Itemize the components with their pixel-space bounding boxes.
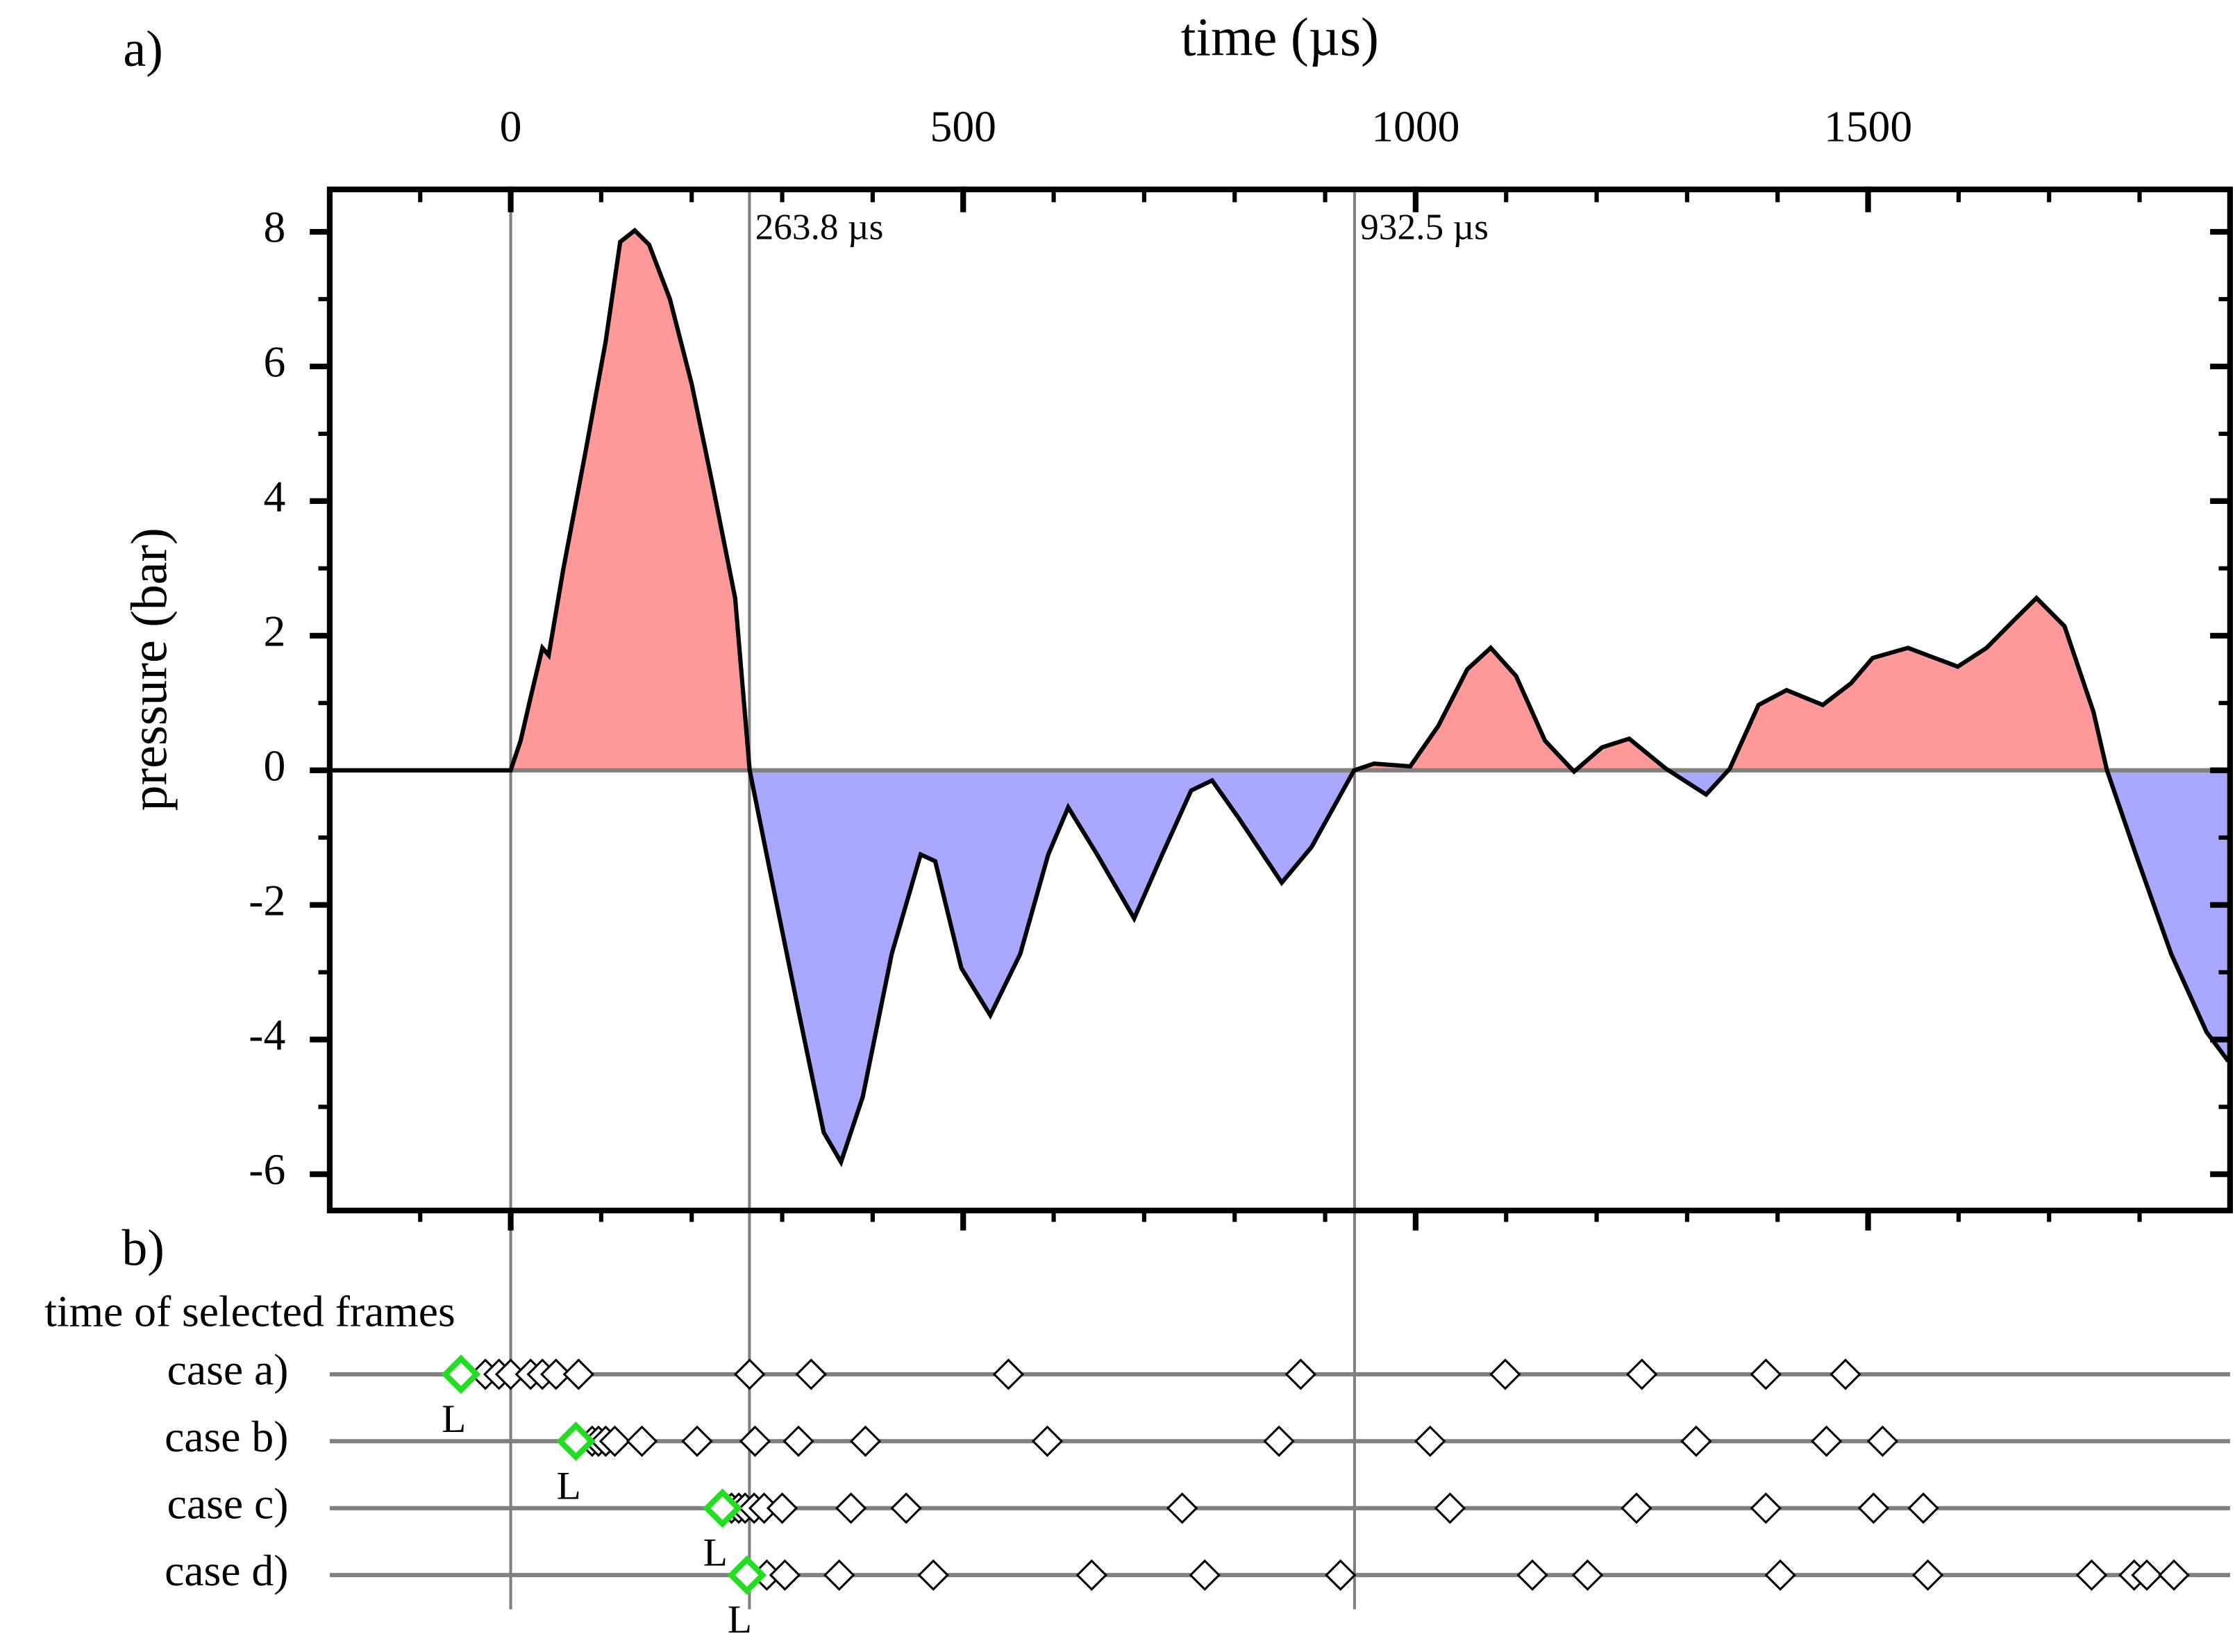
y-tick-label: 2 <box>263 606 285 655</box>
marker-label: 263.8 µs <box>755 206 884 248</box>
laser-marker <box>727 1555 767 1595</box>
laser-label: L <box>557 1464 581 1508</box>
y-tick-label: -4 <box>249 1010 285 1059</box>
frame-marker <box>1830 1358 1861 1390</box>
frame-marker <box>1626 1358 1658 1390</box>
frame-marker <box>1031 1425 1064 1458</box>
laser-marker <box>556 1421 596 1461</box>
frame-marker <box>1857 1492 1890 1524</box>
y-tick-label: 0 <box>263 741 285 790</box>
frame-marker <box>1571 1559 1604 1591</box>
frame-marker <box>1810 1425 1843 1458</box>
frames-title: time of selected frames <box>44 1286 455 1335</box>
case-label: case b) <box>165 1412 288 1461</box>
y-tick-label: -2 <box>249 875 285 925</box>
frame-marker <box>835 1492 867 1524</box>
panel-label: a) <box>123 20 162 77</box>
frame-marker <box>626 1425 658 1458</box>
pressure-line <box>329 227 2230 1168</box>
frame-marker <box>1764 1559 1796 1591</box>
frame-marker <box>823 1559 855 1591</box>
x-tick-label: 0 <box>500 101 522 151</box>
y-tick-label: -6 <box>249 1145 285 1194</box>
laser-label: L <box>442 1397 466 1441</box>
frame-marker <box>598 1425 631 1458</box>
positive-area <box>329 230 2229 770</box>
frame-marker <box>1911 1559 1944 1591</box>
x-tick-label: 1500 <box>1824 101 1912 151</box>
case-label: case d) <box>165 1546 288 1595</box>
negative-area <box>329 770 2229 1163</box>
frame-marker <box>890 1492 922 1524</box>
frame-marker <box>1325 1559 1357 1591</box>
marker-label: 932.5 µs <box>1360 206 1489 248</box>
frame-marker <box>1866 1425 1899 1458</box>
frame-marker <box>562 1358 595 1390</box>
x-tick-label: 1000 <box>1371 101 1459 151</box>
frame-marker <box>1414 1425 1446 1458</box>
y-axis-title: pressure (bar) <box>120 528 177 811</box>
frame-marker <box>1750 1358 1782 1390</box>
frame-marker <box>1284 1358 1317 1390</box>
frame-marker <box>739 1425 771 1458</box>
frame-marker <box>540 1358 572 1390</box>
y-tick-label: 8 <box>263 203 285 252</box>
case-label: case c) <box>167 1478 289 1528</box>
plot-frame <box>326 186 2234 1214</box>
frame-marker <box>1621 1492 1652 1524</box>
laser-marker <box>703 1488 742 1528</box>
case-label: case a) <box>167 1345 289 1394</box>
frame-marker <box>917 1559 949 1591</box>
frame-marker <box>1750 1492 1782 1524</box>
frame-marker <box>992 1358 1025 1390</box>
frame-marker <box>1166 1492 1198 1524</box>
frame-marker <box>849 1425 882 1458</box>
frame-marker <box>1434 1492 1466 1524</box>
frame-marker <box>1680 1425 1712 1458</box>
x-axis-title: time (µs) <box>1181 7 1379 67</box>
laser-label: L <box>728 1598 752 1642</box>
frame-marker <box>769 1559 801 1591</box>
frame-marker <box>2158 1559 2190 1591</box>
frame-marker <box>733 1358 766 1390</box>
frame-marker <box>766 1492 798 1524</box>
panel-label: b) <box>122 1219 165 1276</box>
frame-marker <box>1516 1559 1548 1591</box>
frame-marker <box>681 1425 713 1458</box>
frame-marker <box>795 1358 827 1390</box>
y-tick-label: 4 <box>263 471 285 521</box>
frame-marker <box>1075 1559 1107 1591</box>
frame-marker <box>1489 1358 1521 1390</box>
frame-marker <box>1907 1492 1939 1524</box>
frame-marker <box>2075 1559 2108 1591</box>
frame-marker <box>1189 1559 1221 1591</box>
frame-marker <box>2131 1559 2163 1591</box>
laser-marker <box>441 1354 481 1394</box>
frame-marker <box>1263 1425 1295 1458</box>
laser-label: L <box>703 1531 728 1575</box>
frame-marker <box>782 1425 814 1458</box>
y-tick-label: 6 <box>263 337 285 387</box>
x-tick-label: 500 <box>930 101 996 151</box>
